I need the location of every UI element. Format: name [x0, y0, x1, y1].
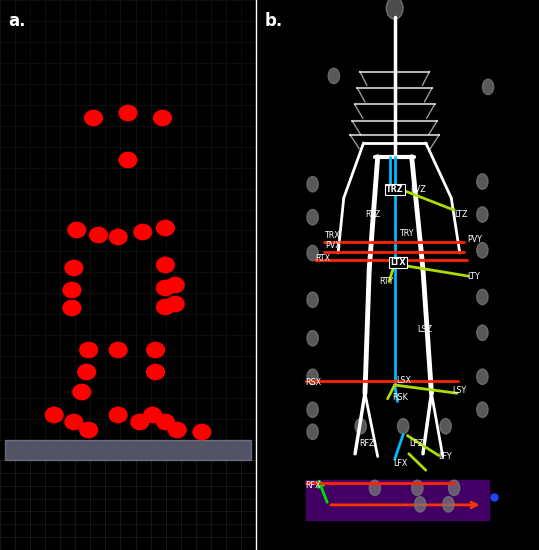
- Ellipse shape: [109, 408, 127, 422]
- Ellipse shape: [443, 497, 454, 512]
- Ellipse shape: [412, 480, 423, 496]
- Ellipse shape: [63, 300, 81, 316]
- Ellipse shape: [78, 364, 95, 380]
- Ellipse shape: [476, 325, 488, 340]
- Ellipse shape: [476, 243, 488, 258]
- Ellipse shape: [476, 369, 488, 384]
- Text: LFX: LFX: [393, 459, 407, 468]
- Bar: [306, 480, 489, 520]
- Text: LFY: LFY: [439, 452, 452, 461]
- Bar: [5, 440, 251, 460]
- Ellipse shape: [119, 152, 137, 168]
- Ellipse shape: [398, 419, 409, 434]
- Ellipse shape: [144, 408, 162, 422]
- Text: LSY: LSY: [453, 386, 467, 395]
- Ellipse shape: [156, 257, 174, 273]
- Ellipse shape: [476, 289, 488, 305]
- Ellipse shape: [168, 422, 186, 438]
- Ellipse shape: [307, 177, 318, 192]
- Ellipse shape: [68, 222, 86, 238]
- Ellipse shape: [476, 207, 488, 222]
- Ellipse shape: [448, 480, 460, 496]
- Ellipse shape: [482, 79, 494, 95]
- Ellipse shape: [307, 210, 318, 225]
- Text: RFX: RFX: [306, 481, 321, 490]
- Ellipse shape: [65, 414, 82, 430]
- Ellipse shape: [167, 277, 184, 293]
- Ellipse shape: [156, 414, 174, 430]
- Ellipse shape: [80, 342, 98, 358]
- Text: LFZ: LFZ: [409, 439, 423, 448]
- Text: RTZ: RTZ: [365, 210, 380, 219]
- Ellipse shape: [131, 414, 149, 430]
- Ellipse shape: [45, 408, 63, 422]
- Ellipse shape: [307, 292, 318, 307]
- Ellipse shape: [109, 342, 127, 358]
- Ellipse shape: [85, 111, 102, 125]
- Text: LTZ: LTZ: [454, 210, 468, 219]
- Ellipse shape: [328, 68, 340, 84]
- Text: RTX: RTX: [315, 254, 330, 263]
- Ellipse shape: [156, 299, 174, 315]
- Ellipse shape: [109, 229, 127, 245]
- Ellipse shape: [369, 480, 381, 496]
- Ellipse shape: [147, 342, 164, 358]
- Ellipse shape: [440, 419, 451, 434]
- Ellipse shape: [63, 282, 81, 298]
- Ellipse shape: [386, 0, 403, 19]
- Text: b.: b.: [265, 12, 283, 30]
- Ellipse shape: [355, 419, 367, 434]
- Ellipse shape: [193, 425, 211, 439]
- Ellipse shape: [80, 422, 98, 438]
- Text: TRZ: TRZ: [386, 185, 404, 194]
- Ellipse shape: [156, 221, 174, 235]
- Ellipse shape: [156, 280, 174, 296]
- Ellipse shape: [476, 174, 488, 189]
- Ellipse shape: [307, 331, 318, 346]
- Text: RSX: RSX: [306, 378, 322, 387]
- Text: TRY: TRY: [399, 229, 413, 238]
- Ellipse shape: [307, 424, 318, 439]
- Text: RTY: RTY: [379, 277, 393, 286]
- Ellipse shape: [89, 227, 107, 243]
- Ellipse shape: [65, 260, 82, 276]
- Ellipse shape: [134, 224, 151, 240]
- Text: LSX: LSX: [396, 376, 411, 385]
- Ellipse shape: [307, 245, 318, 261]
- Ellipse shape: [154, 111, 171, 125]
- Ellipse shape: [476, 402, 488, 417]
- Text: RFZ: RFZ: [360, 439, 375, 448]
- Text: TRX: TRX: [324, 231, 340, 240]
- Text: PVY: PVY: [467, 235, 482, 244]
- Ellipse shape: [307, 402, 318, 417]
- Ellipse shape: [73, 384, 91, 400]
- Ellipse shape: [414, 497, 426, 512]
- Text: LTY: LTY: [467, 272, 480, 280]
- Text: a.: a.: [8, 12, 25, 30]
- Text: LTX: LTX: [390, 258, 406, 267]
- Ellipse shape: [167, 296, 184, 312]
- Ellipse shape: [119, 106, 137, 120]
- Text: LSZ: LSZ: [417, 326, 432, 334]
- Ellipse shape: [147, 364, 164, 380]
- Text: PVZ: PVZ: [410, 185, 426, 194]
- Ellipse shape: [307, 369, 318, 384]
- Text: PVX: PVX: [326, 241, 341, 250]
- Text: RSK: RSK: [392, 393, 407, 402]
